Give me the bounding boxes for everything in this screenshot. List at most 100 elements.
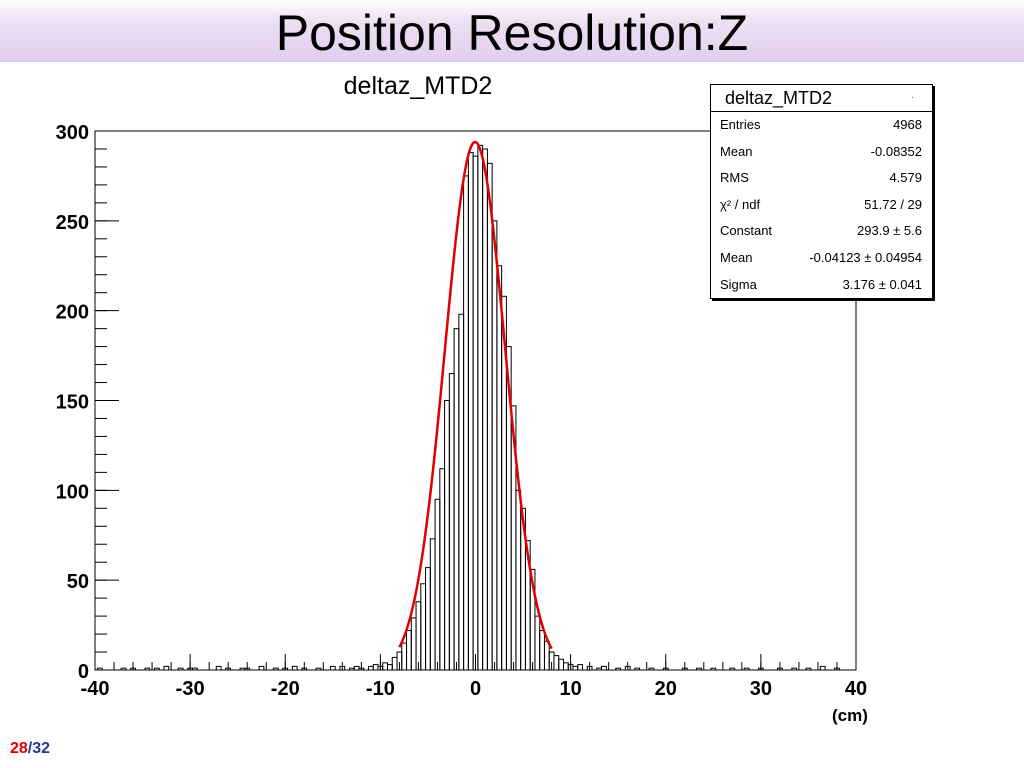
histogram-bin [367, 665, 374, 671]
y-tick-label: 50 [67, 571, 89, 593]
histogram-bin [348, 667, 355, 671]
histogram-bin [681, 667, 688, 671]
stats-value: 3.176 ± 0.041 [842, 276, 922, 292]
stats-label: χ² / ndf [720, 196, 761, 212]
stats-row-constant: Constant 293.9 ± 5.6 [711, 218, 932, 245]
histogram-bin [601, 665, 607, 671]
histogram-bin [163, 665, 170, 671]
histogram-bin [648, 667, 655, 671]
stats-value: 293.9 ± 5.6 [857, 223, 922, 239]
histogram-bin [144, 667, 151, 671]
x-tick-label: 0 [470, 678, 481, 700]
histogram-bin [615, 667, 622, 671]
y-tick-label: 300 [56, 122, 89, 144]
x-tick-label: -30 [176, 678, 205, 700]
stats-label: Sigma [720, 276, 757, 292]
stats-label: Entries [720, 117, 761, 132]
histogram-bin [534, 615, 541, 671]
x-tick-label: -10 [366, 678, 395, 700]
stats-value: -0.04123 ± 0.04954 [809, 249, 922, 265]
histogram-bin [458, 313, 465, 671]
stats-value: 4968 [893, 117, 922, 132]
histogram-bin [439, 468, 446, 671]
histogram-bin [491, 220, 498, 671]
histogram-bin [282, 667, 289, 671]
histogram-bin [743, 667, 750, 671]
x-tick-label: 20 [655, 678, 677, 700]
stats-row-chi2: χ² / ndf 51.72 / 29 [711, 192, 932, 219]
stats-label: Mean [720, 143, 753, 159]
histogram-bin [577, 664, 584, 671]
y-tick-label: 0 [78, 661, 89, 683]
x-tick-label: 30 [750, 678, 772, 700]
histogram-bin [463, 175, 469, 671]
title-band [0, 0, 1024, 62]
histogram-bin [472, 155, 479, 671]
histogram-bin [586, 665, 593, 671]
histogram-bin [177, 667, 184, 671]
histogram-bin [596, 667, 603, 671]
histogram-bin [572, 665, 579, 671]
histogram-bin [710, 667, 717, 671]
page-number: 28/32 [10, 740, 50, 758]
page-current: 28 [10, 740, 28, 757]
histogram-bin [819, 665, 826, 671]
histogram-bin [153, 667, 160, 671]
histogram-bin [624, 665, 631, 671]
histogram-bin [444, 400, 450, 671]
stats-box: deltaz_MTD2 . Entries 4968 Mean -0.08352… [710, 84, 933, 299]
stats-row-rms: RMS 4.579 [711, 165, 932, 192]
histogram-bin [401, 642, 408, 671]
histogram-bin [562, 662, 569, 671]
stats-label: RMS [720, 170, 749, 186]
y-tick-label: 250 [56, 212, 89, 234]
histogram-bin [329, 665, 336, 671]
histogram-bin [239, 667, 246, 671]
stats-row-entries: Entries 4968 [711, 112, 932, 139]
histogram-bin [429, 538, 436, 671]
histogram-bin [805, 667, 812, 671]
histogram-bin [477, 144, 484, 671]
stats-row-fit-mean: Mean -0.04123 ± 0.04954 [711, 245, 932, 272]
histogram-bin [215, 665, 222, 671]
histogram-bin [757, 667, 764, 671]
histogram-bin [258, 665, 265, 671]
histogram-bin [486, 162, 493, 671]
histogram-bin [315, 667, 322, 671]
histogram-bin [420, 583, 427, 671]
histogram-bin [496, 265, 503, 671]
stats-box-marker: . [911, 90, 914, 101]
stats-row-sigma: Sigma 3.176 ± 0.041 [711, 272, 932, 299]
histogram-bin [410, 617, 417, 671]
histogram-bin [130, 667, 136, 671]
histogram-bin [791, 667, 798, 671]
histogram-bin [729, 667, 736, 671]
histogram-bin [358, 667, 365, 671]
histogram-bin [415, 601, 422, 671]
histogram-bin [406, 629, 412, 671]
histogram-bin [467, 152, 474, 671]
histogram-bin [372, 664, 379, 671]
histogram-bin [434, 498, 441, 671]
histogram-bin [662, 667, 669, 671]
histogram-bin [539, 629, 545, 671]
histogram-bin [834, 667, 840, 671]
histogram-bin [244, 667, 251, 671]
stats-box-title: deltaz_MTD2 [725, 88, 833, 108]
x-tick-label: -20 [271, 678, 300, 700]
stats-label: Constant [720, 223, 773, 239]
histogram-bin [291, 665, 298, 671]
stats-box-header: deltaz_MTD2 . [711, 85, 932, 112]
histogram-bin [448, 373, 455, 671]
histogram-bin [425, 567, 431, 671]
histogram-bin [272, 667, 279, 671]
page-total: 32 [32, 740, 51, 757]
histogram-bin [696, 667, 702, 671]
histogram-bin [382, 662, 389, 671]
histogram-bin [553, 655, 560, 671]
histogram-bin [453, 328, 460, 671]
histogram-bin [353, 665, 360, 671]
histogram-bin [634, 667, 641, 671]
histogram-bin [558, 658, 564, 671]
